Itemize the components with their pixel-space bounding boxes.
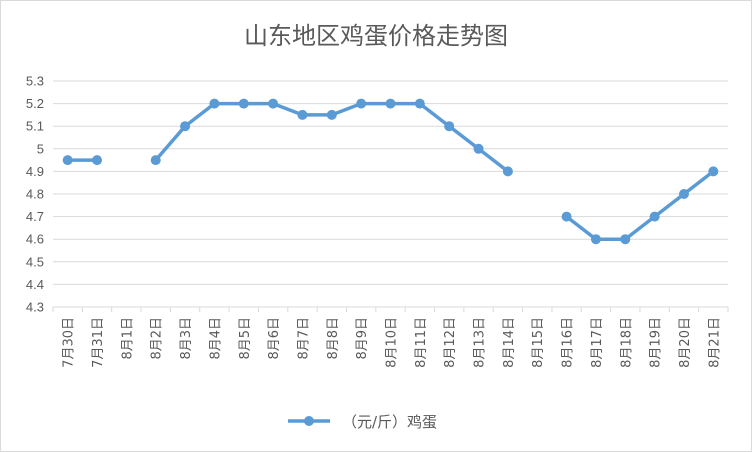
data-point — [92, 155, 103, 166]
legend-dot-marker — [304, 416, 314, 426]
x-tick-label: 8月16日 — [561, 317, 576, 368]
data-point — [209, 98, 220, 109]
y-tick-label: 4.4 — [26, 277, 44, 292]
chart-title: 山东地区鸡蛋价格走势图 — [244, 22, 508, 50]
data-point — [150, 155, 161, 166]
x-tick-label: 8月7日 — [296, 317, 311, 360]
y-axis-ticks: 4.3 4.4 4.5 4.6 4.7 4.8 4.9 5 5.1 5.2 5.3 — [26, 74, 44, 315]
y-tick-label: 5.3 — [26, 74, 44, 89]
x-tick-label: 8月15日 — [531, 317, 546, 368]
x-tick-label: 7月31日 — [91, 317, 106, 368]
x-tick-label: 8月11日 — [414, 317, 429, 368]
y-tick-label: 4.3 — [26, 300, 44, 315]
data-point — [268, 98, 279, 109]
y-tick-label: 5 — [37, 141, 44, 156]
data-point — [297, 109, 308, 120]
x-tick-label: 8月10日 — [385, 317, 400, 368]
x-tick-label: 8月12日 — [443, 317, 458, 368]
data-point — [326, 109, 337, 120]
x-tick-label: 8月1日 — [120, 317, 135, 360]
x-tick-label: 8月5日 — [238, 317, 253, 360]
x-tick-label: 8月2日 — [150, 317, 165, 360]
data-point — [620, 234, 631, 245]
x-tick-label: 8月8日 — [326, 317, 341, 360]
x-tick-label: 7月30日 — [62, 317, 77, 368]
x-tick-label: 8月9日 — [355, 317, 370, 360]
data-point — [708, 166, 719, 177]
series-line-segment — [564, 169, 716, 241]
x-tick-label: 8月18日 — [619, 317, 634, 368]
y-tick-label: 4.7 — [26, 209, 44, 224]
data-point — [62, 155, 73, 166]
y-tick-label: 4.9 — [26, 164, 44, 179]
x-tick-label: 8月20日 — [678, 317, 693, 368]
x-tick-label: 8月6日 — [267, 317, 282, 360]
data-point — [561, 211, 572, 222]
data-point — [180, 121, 191, 132]
y-tick-label: 5.1 — [26, 119, 44, 134]
y-tick-label: 5.2 — [26, 96, 44, 111]
y-tick-label: 4.8 — [26, 187, 44, 202]
data-point — [238, 98, 249, 109]
y-tick-label: 4.5 — [26, 254, 44, 269]
x-tick-label: 8月3日 — [179, 317, 194, 360]
data-point — [678, 189, 689, 199]
y-tick-label: 4.6 — [26, 232, 44, 247]
x-tick-label: 8月13日 — [473, 317, 488, 368]
legend: （元/斤）鸡蛋 — [288, 413, 437, 431]
x-tick-label: 8月4日 — [208, 317, 223, 360]
legend-label: （元/斤）鸡蛋 — [342, 413, 437, 431]
data-point — [414, 98, 425, 109]
x-axis-ticks: 7月30日 7月31日 8月1日 8月2日 8月3日 8月4日 8月5日 8月6日 8月7日 8月… — [52, 307, 729, 368]
x-tick-label: 8月21日 — [707, 317, 722, 368]
x-tick-label: 8月19日 — [649, 317, 664, 368]
data-point — [590, 234, 601, 245]
x-tick-label: 8月17日 — [590, 317, 605, 368]
data-point — [385, 98, 396, 109]
data-point — [356, 98, 367, 109]
x-tick-label: 8月14日 — [502, 317, 517, 368]
data-point — [502, 166, 513, 177]
data-point — [444, 121, 455, 132]
series-line — [62, 98, 719, 245]
data-point — [473, 143, 484, 154]
gridlines — [53, 80, 728, 308]
data-point — [649, 211, 660, 222]
